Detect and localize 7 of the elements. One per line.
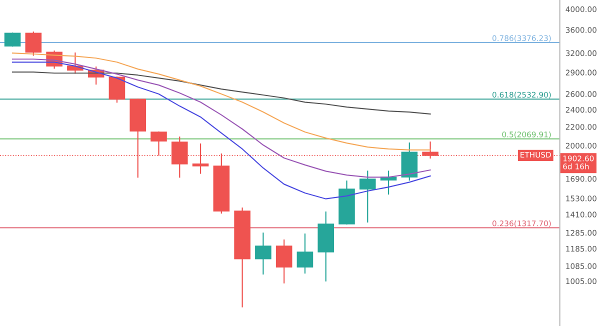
candlestick [276,239,292,284]
candlestick [25,32,42,56]
candlestick [359,170,376,223]
candlestick [4,32,21,47]
candlestick [296,234,314,274]
candlestick [255,232,272,275]
candlestick [108,76,126,103]
